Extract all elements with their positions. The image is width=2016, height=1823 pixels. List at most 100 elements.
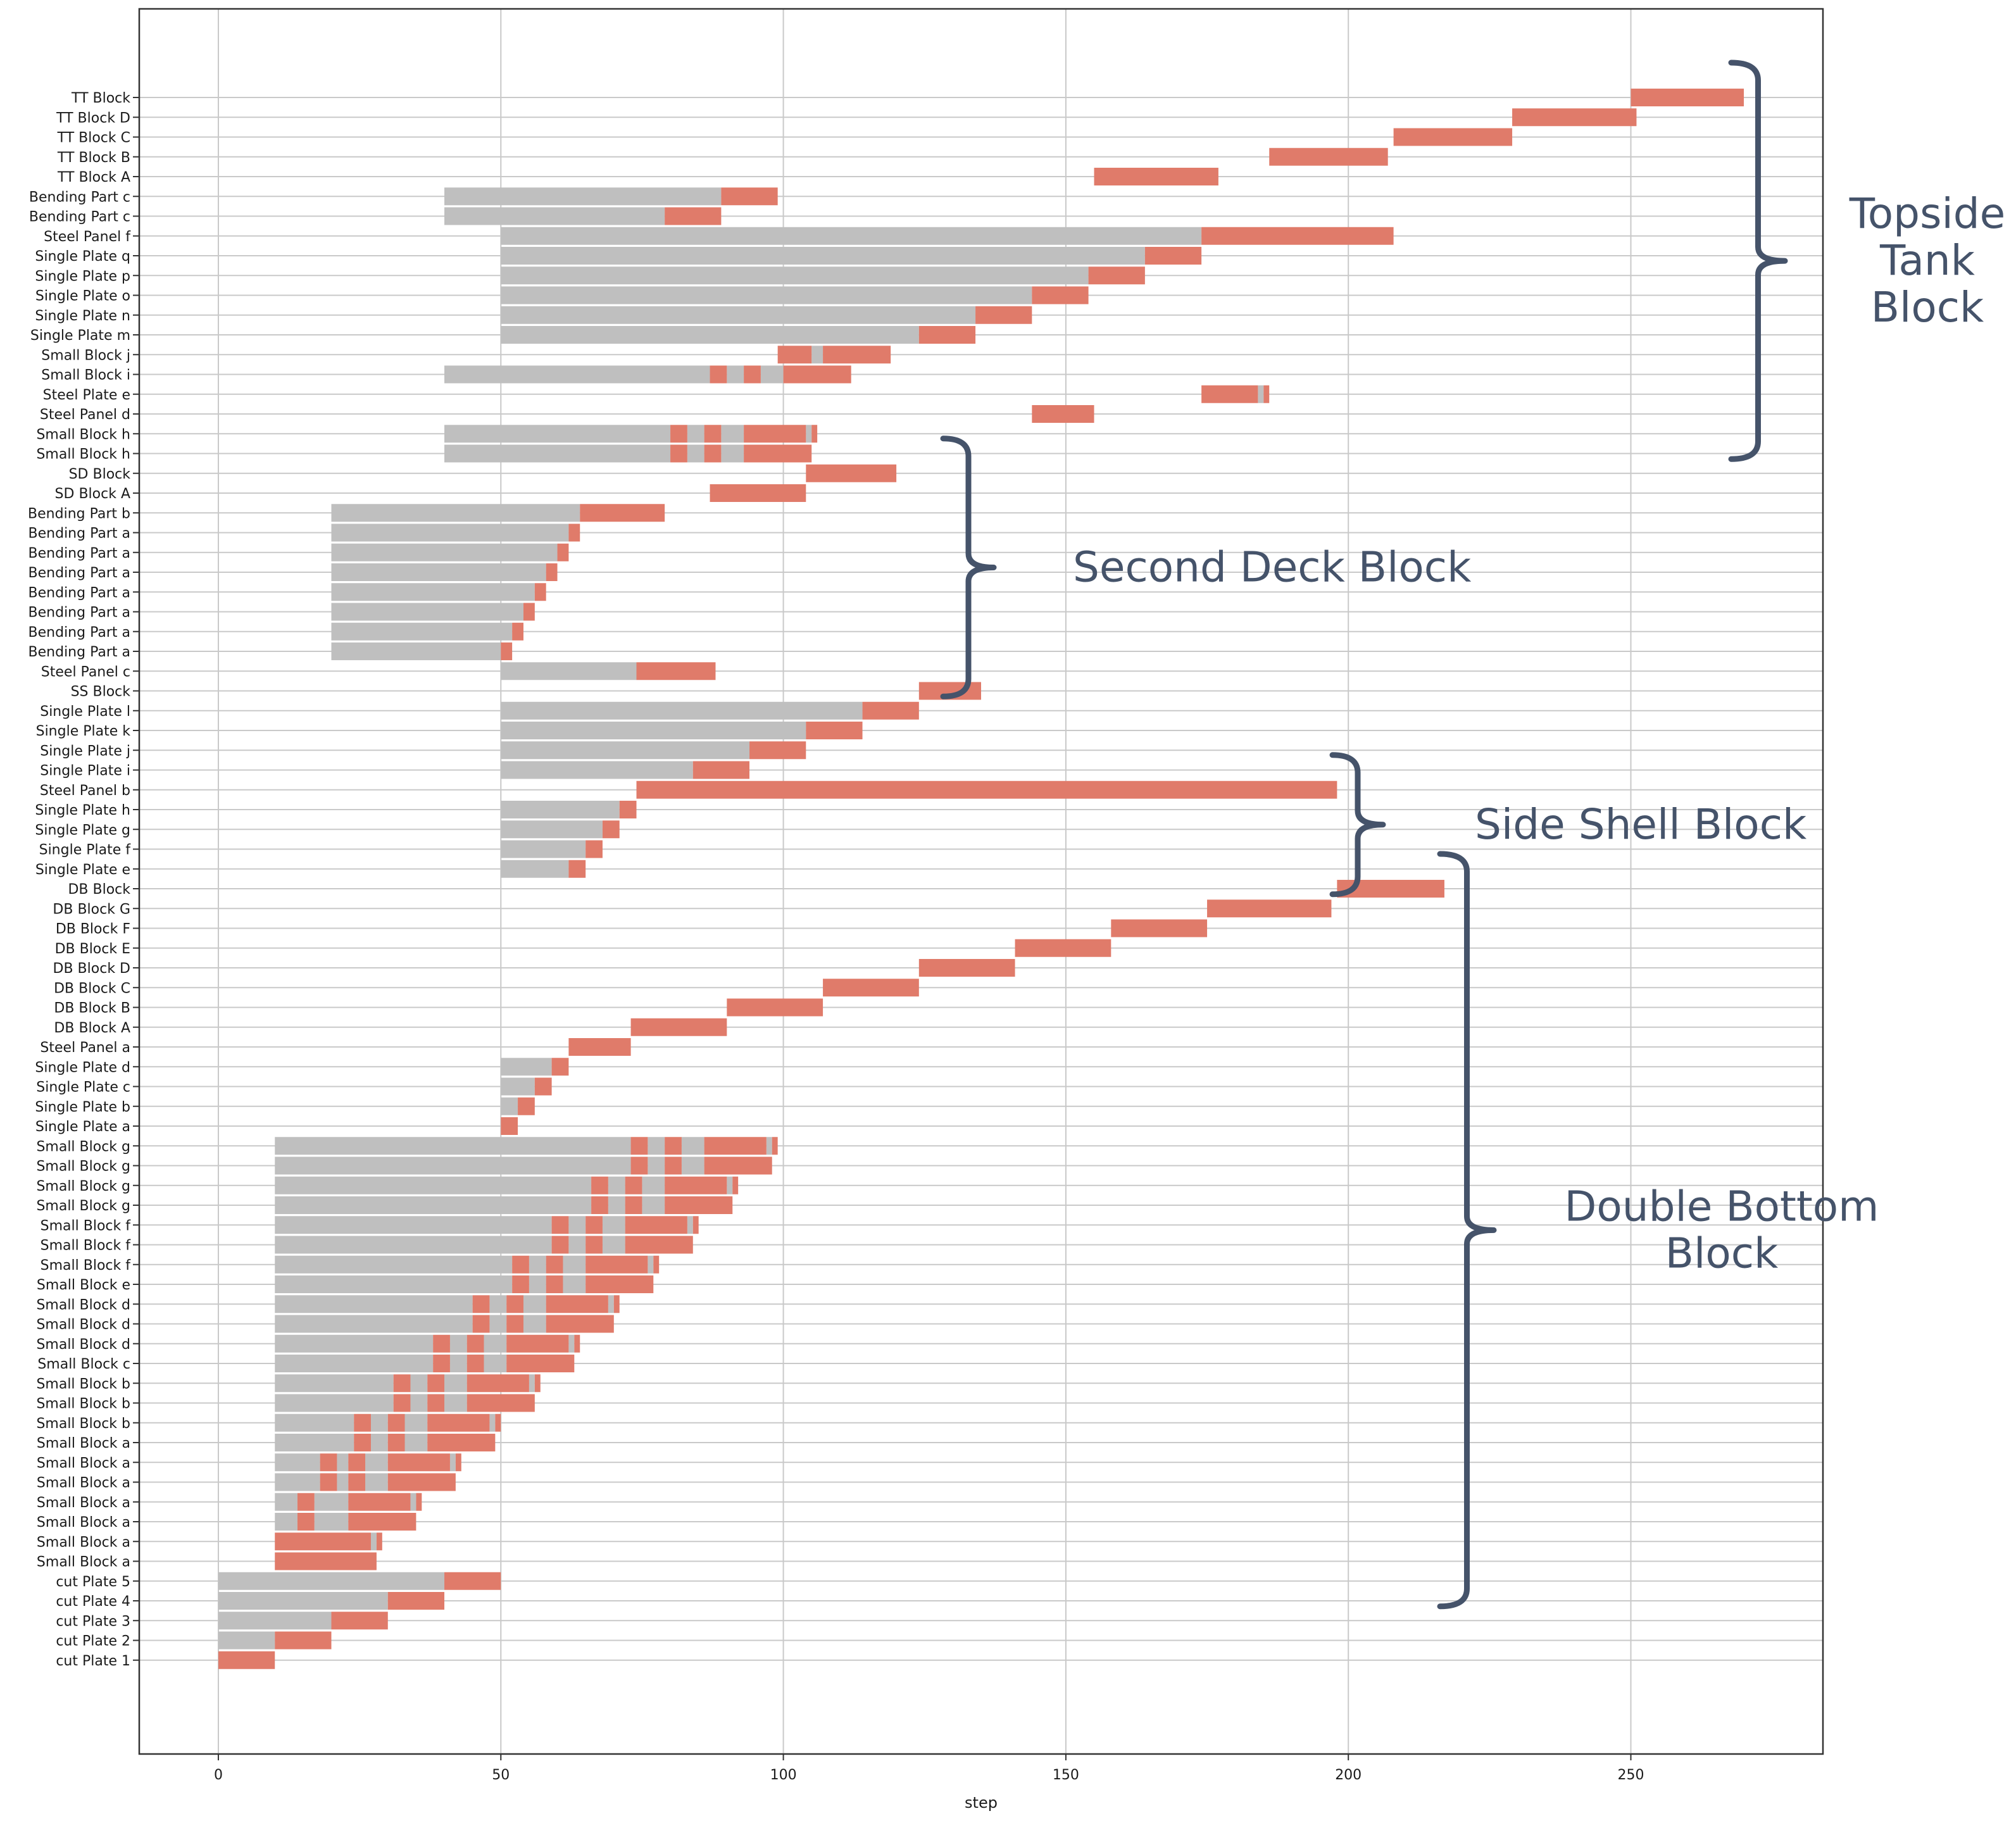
work-bar [348, 1473, 366, 1491]
row-label: Single Plate h [35, 803, 130, 818]
row-label: Bending Part a [28, 526, 130, 542]
wait-bar [501, 1097, 518, 1115]
wait-bar [275, 1374, 394, 1393]
work-bar [625, 1196, 642, 1214]
work-bar [806, 464, 897, 482]
wait-bar [648, 1255, 654, 1274]
wait-bar [275, 1434, 354, 1451]
x-tick-label: 0 [214, 1767, 223, 1783]
row-label: DB Block G [53, 901, 130, 917]
work-bar [585, 1275, 654, 1293]
work-bar [580, 504, 665, 522]
row-label: Steel Panel d [40, 407, 130, 423]
work-bar [348, 1453, 366, 1472]
work-bar [732, 1176, 739, 1194]
wait-bar [365, 1473, 388, 1491]
wait-bar [275, 1156, 631, 1175]
wait-bar [275, 1453, 320, 1472]
wait-bar [275, 1295, 473, 1313]
work-bar [591, 1176, 608, 1194]
wait-bar [568, 1236, 586, 1254]
wait-bar [501, 662, 637, 680]
x-tick-label: 250 [1618, 1767, 1644, 1783]
row-label: Small Block d [36, 1297, 130, 1313]
wait-bar [331, 504, 580, 522]
row-label: Small Block j [41, 348, 130, 363]
work-bar [506, 1295, 523, 1313]
work-bar [636, 662, 716, 680]
work-bar [772, 1137, 778, 1155]
wait-bar [331, 642, 501, 660]
work-bar [670, 444, 687, 463]
work-bar [727, 998, 823, 1017]
work-bar [427, 1434, 496, 1451]
work-bar [823, 346, 891, 364]
x-tick-label: 50 [492, 1767, 510, 1783]
wait-bar [501, 227, 1202, 245]
annotation-text: Block [1665, 1229, 1779, 1277]
row-label: Single Plate p [35, 268, 130, 284]
work-bar [585, 1255, 648, 1274]
work-bar [744, 425, 806, 443]
x-axis: 0 50 100 150 200 250 [214, 1754, 1644, 1783]
work-bar [495, 1413, 501, 1432]
work-bar [387, 1592, 445, 1610]
wait-bar [529, 1255, 546, 1274]
work-bar [862, 701, 919, 720]
row-label: DB Block F [56, 922, 130, 937]
wait-bar [370, 1413, 388, 1432]
wait-bar [444, 425, 671, 443]
work-bar [348, 1513, 416, 1531]
row-label: Steel Panel c [41, 664, 130, 680]
wait-bar [314, 1513, 349, 1531]
wait-bar [444, 1394, 467, 1412]
annotation-text: Second Deck Block [1073, 543, 1472, 592]
wait-bar [275, 1513, 297, 1531]
wait-bar [501, 1058, 552, 1076]
row-label: cut Plate 4 [56, 1594, 130, 1610]
brace-double-bottom-block [1437, 851, 1497, 1610]
work-bar [523, 603, 535, 621]
wait-bar [501, 860, 569, 878]
work-bar [551, 1216, 569, 1234]
wait-bar [602, 1236, 625, 1254]
work-bar [574, 1334, 580, 1353]
y-axis-labels: TT Block TT Block D TT Block C TT Block B TT… [28, 91, 139, 1669]
work-bar [546, 1275, 563, 1293]
work-bar [918, 326, 976, 344]
wait-bar [687, 444, 704, 463]
wait-bar [642, 1176, 665, 1194]
work-bar [433, 1355, 450, 1372]
brace-side-shell-block [1329, 752, 1386, 898]
work-bar [557, 543, 569, 561]
wait-bar [687, 1216, 693, 1234]
row-label: Bending Part c [29, 210, 130, 225]
row-label: Small Block d [36, 1337, 130, 1353]
wait-bar [501, 306, 976, 324]
row-label: Single Plate k [36, 724, 131, 739]
work-bar [1512, 108, 1637, 127]
wait-bar [275, 1413, 354, 1432]
wait-bar [444, 365, 710, 384]
wait-bar [501, 326, 919, 344]
work-bar [427, 1394, 445, 1412]
wait-bar [727, 365, 744, 384]
wait-bar [523, 1295, 546, 1313]
row-label: Small Block d [36, 1317, 130, 1333]
wait-bar [501, 801, 620, 818]
wait-bar [275, 1137, 631, 1155]
row-label: Single Plate a [35, 1119, 130, 1135]
plot-frame [138, 8, 1824, 1755]
work-bar [704, 1137, 767, 1155]
work-bar [551, 1236, 569, 1254]
row-label: Single Plate b [35, 1099, 130, 1115]
work-bar [1201, 385, 1258, 403]
work-bar [670, 425, 687, 443]
row-label: SD Block A [55, 486, 130, 502]
work-bar [512, 1275, 529, 1293]
x-tick-label: 200 [1335, 1767, 1362, 1783]
work-bar [636, 780, 1337, 799]
wait-bar [331, 523, 569, 542]
work-bar [665, 1176, 727, 1194]
wait-bar [275, 1196, 592, 1214]
